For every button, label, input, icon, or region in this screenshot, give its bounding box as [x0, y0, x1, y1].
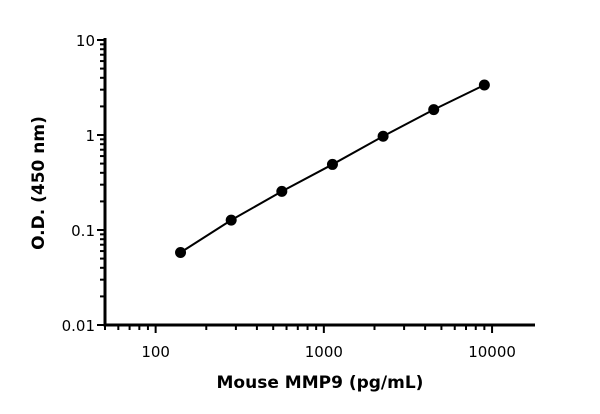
y-tick-label: 0.01	[62, 317, 95, 335]
data-point	[225, 214, 237, 226]
data-point	[276, 185, 288, 197]
y-axis-title: O.D. (450 nm)	[29, 116, 49, 250]
y-tick-label: 10	[76, 32, 95, 50]
y-tick-label: 1	[85, 127, 95, 145]
axes: 100 1000 10000 0.01 0.1 1 10	[62, 32, 535, 361]
data-point	[175, 246, 187, 258]
data-point	[428, 104, 440, 116]
data-point	[326, 158, 338, 170]
x-axis-title: Mouse MMP9 (pg/mL)	[217, 373, 424, 393]
x-tick-label: 100	[141, 343, 170, 361]
data-point	[478, 79, 490, 91]
data-point	[377, 130, 389, 142]
y-tick-label: 0.1	[71, 222, 95, 240]
series-marks	[175, 79, 490, 258]
x-tick-label: 10000	[468, 343, 516, 361]
x-tick-label: 1000	[305, 343, 343, 361]
